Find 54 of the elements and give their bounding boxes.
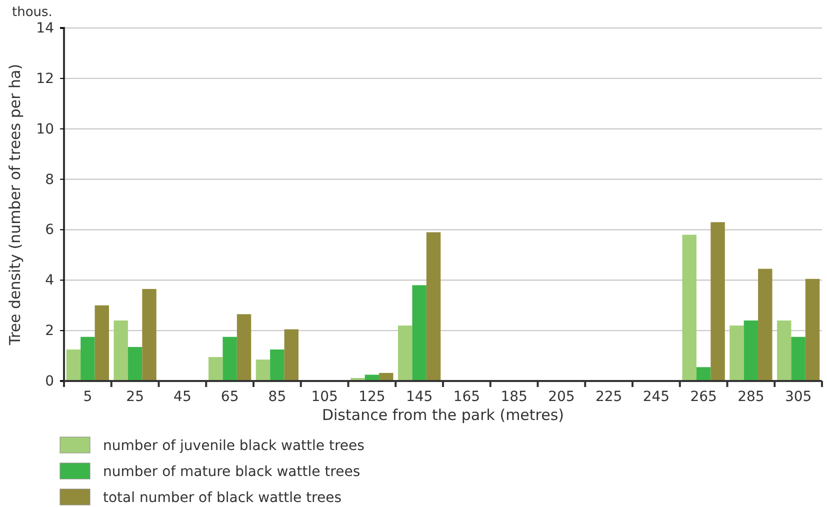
bar bbox=[791, 336, 806, 381]
bar bbox=[142, 288, 156, 381]
legend-label: number of juvenile black wattle trees bbox=[103, 438, 364, 454]
bar bbox=[426, 232, 441, 381]
y-axis-title: Tree density (number of trees per ha) bbox=[6, 64, 24, 346]
y-tick-label: 10 bbox=[36, 121, 54, 138]
bar bbox=[284, 329, 299, 381]
bar bbox=[114, 320, 128, 381]
x-tick-label: 245 bbox=[642, 388, 670, 405]
y-tick-label: 0 bbox=[45, 373, 54, 390]
x-axis-title: Distance from the park (metres) bbox=[322, 406, 564, 424]
bar bbox=[208, 357, 223, 381]
bar bbox=[710, 222, 725, 381]
x-tick-label: 85 bbox=[268, 388, 286, 405]
y-tick-label: 14 bbox=[36, 20, 54, 36]
y-tick-label: 2 bbox=[45, 323, 54, 340]
x-tick-label: 25 bbox=[126, 388, 144, 405]
legend-label: number of mature black wattle trees bbox=[103, 464, 360, 480]
x-tick-label: 125 bbox=[358, 388, 386, 405]
bar bbox=[758, 268, 772, 381]
x-tick-label: 165 bbox=[453, 388, 480, 405]
bar bbox=[80, 336, 95, 381]
x-tick-label: 265 bbox=[690, 388, 717, 405]
y-tick-label: 8 bbox=[45, 172, 54, 188]
bar bbox=[256, 360, 270, 381]
x-tick-label: 65 bbox=[220, 388, 239, 405]
x-tick-label: 285 bbox=[738, 388, 764, 405]
x-tick-label: 105 bbox=[311, 388, 338, 405]
bar bbox=[236, 314, 252, 381]
bar bbox=[128, 346, 142, 381]
bar bbox=[398, 326, 412, 381]
bar bbox=[682, 234, 696, 381]
bar bbox=[730, 326, 744, 381]
x-tick-label: 205 bbox=[548, 388, 575, 405]
x-tick-label: 5 bbox=[83, 388, 92, 405]
bar bbox=[805, 278, 820, 381]
x-tick-label: 145 bbox=[406, 388, 433, 405]
x-tick-label: 225 bbox=[595, 388, 622, 405]
x-tick-label: 45 bbox=[174, 388, 192, 405]
text: thous. bbox=[12, 5, 52, 20]
bar bbox=[776, 320, 792, 381]
bar bbox=[412, 285, 426, 381]
bar bbox=[744, 320, 758, 381]
bar bbox=[66, 349, 81, 381]
x-tick-label: 305 bbox=[784, 388, 812, 405]
y-tick-label: 4 bbox=[45, 272, 54, 289]
bar bbox=[696, 367, 711, 381]
bar bbox=[270, 349, 284, 381]
legend-label: total number of black wattle trees bbox=[103, 490, 342, 506]
x-tick-label: 185 bbox=[500, 388, 528, 405]
bar bbox=[222, 336, 237, 381]
y-tick-label: 6 bbox=[45, 222, 54, 238]
bar bbox=[94, 305, 110, 381]
y-tick-label: 12 bbox=[36, 70, 54, 87]
